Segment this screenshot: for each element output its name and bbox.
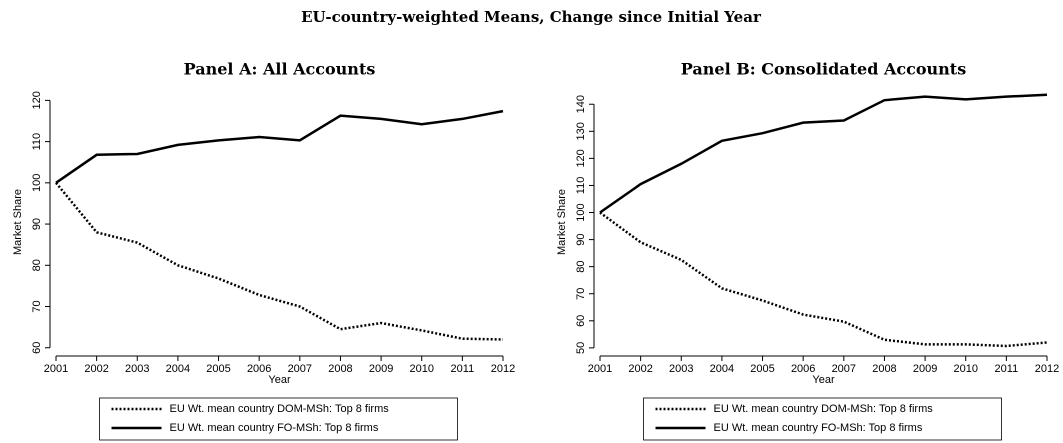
y-tick-label: 120 — [575, 149, 587, 167]
y-tick-label: 110 — [31, 133, 43, 151]
x-tick-label: 2010 — [953, 363, 977, 375]
x-tick-label: 2001 — [44, 363, 68, 375]
legend-box — [643, 397, 1002, 441]
y-tick-label: 140 — [575, 95, 587, 113]
panel-title: Panel B: Consolidated Accounts — [681, 60, 966, 79]
x-axis-label: Year — [268, 374, 291, 386]
x-tick-label: 2012 — [491, 363, 515, 375]
legend-label: EU Wt. mean country FO-MSh: Top 8 firms — [714, 422, 923, 434]
y-axis-label: Market Share — [12, 189, 24, 255]
legend-label: EU Wt. mean country FO-MSh: Top 8 firms — [170, 422, 379, 434]
x-tick-label: 2007 — [832, 363, 856, 375]
x-tick-label: 2007 — [288, 363, 312, 375]
x-tick-label: 2010 — [409, 363, 433, 375]
y-tick-label: 130 — [575, 122, 587, 140]
legend-box — [99, 397, 458, 441]
x-tick-label: 2003 — [125, 363, 149, 375]
y-tick-label: 80 — [575, 261, 587, 273]
y-tick-label: 110 — [575, 177, 587, 195]
x-tick-label: 2009 — [913, 363, 937, 375]
x-tick-label: 2006 — [791, 363, 815, 375]
y-tick-label: 90 — [575, 233, 587, 245]
x-tick-label: 2008 — [328, 363, 352, 375]
y-tick-label: 70 — [31, 300, 43, 312]
x-tick-label: 2001 — [588, 363, 612, 375]
x-tick-label: 2002 — [628, 363, 652, 375]
y-tick-label: 50 — [575, 342, 587, 354]
y-axis-label: Market Share — [556, 189, 568, 255]
legend-label: EU Wt. mean country DOM-MSh: Top 8 firms — [714, 403, 934, 415]
series-line — [599, 93, 1048, 214]
series-line — [55, 109, 504, 184]
x-tick-label: 2006 — [247, 363, 271, 375]
panel-title: Panel A: All Accounts — [184, 60, 376, 79]
y-tick-label: 60 — [575, 315, 587, 327]
x-tick-label: 2002 — [84, 363, 108, 375]
x-tick-label: 2009 — [369, 363, 393, 375]
x-tick-label: 2011 — [995, 363, 1019, 375]
x-tick-label: 2003 — [669, 363, 693, 375]
x-tick-label: 2005 — [206, 363, 230, 375]
x-axis-label: Year — [812, 374, 835, 386]
legend-label: EU Wt. mean country DOM-MSh: Top 8 firms — [170, 403, 390, 415]
x-tick-label: 2012 — [1035, 363, 1059, 375]
y-tick-label: 100 — [31, 174, 43, 192]
x-tick-label: 2008 — [872, 363, 896, 375]
y-tick-label: 80 — [31, 259, 43, 271]
x-tick-label: 2004 — [166, 363, 190, 375]
y-tick-label: 90 — [31, 218, 43, 230]
y-tick-label: 70 — [575, 288, 587, 300]
x-tick-label: 2004 — [710, 363, 734, 375]
x-tick-label: 2005 — [750, 363, 774, 375]
series-line — [55, 182, 504, 341]
y-tick-label: 100 — [575, 203, 587, 221]
x-tick-label: 2011 — [451, 363, 475, 375]
y-tick-label: 60 — [31, 342, 43, 354]
chart-title: EU-country-weighted Means, Change since … — [301, 8, 762, 26]
y-tick-label: 120 — [31, 91, 43, 109]
series-line — [599, 211, 1048, 348]
